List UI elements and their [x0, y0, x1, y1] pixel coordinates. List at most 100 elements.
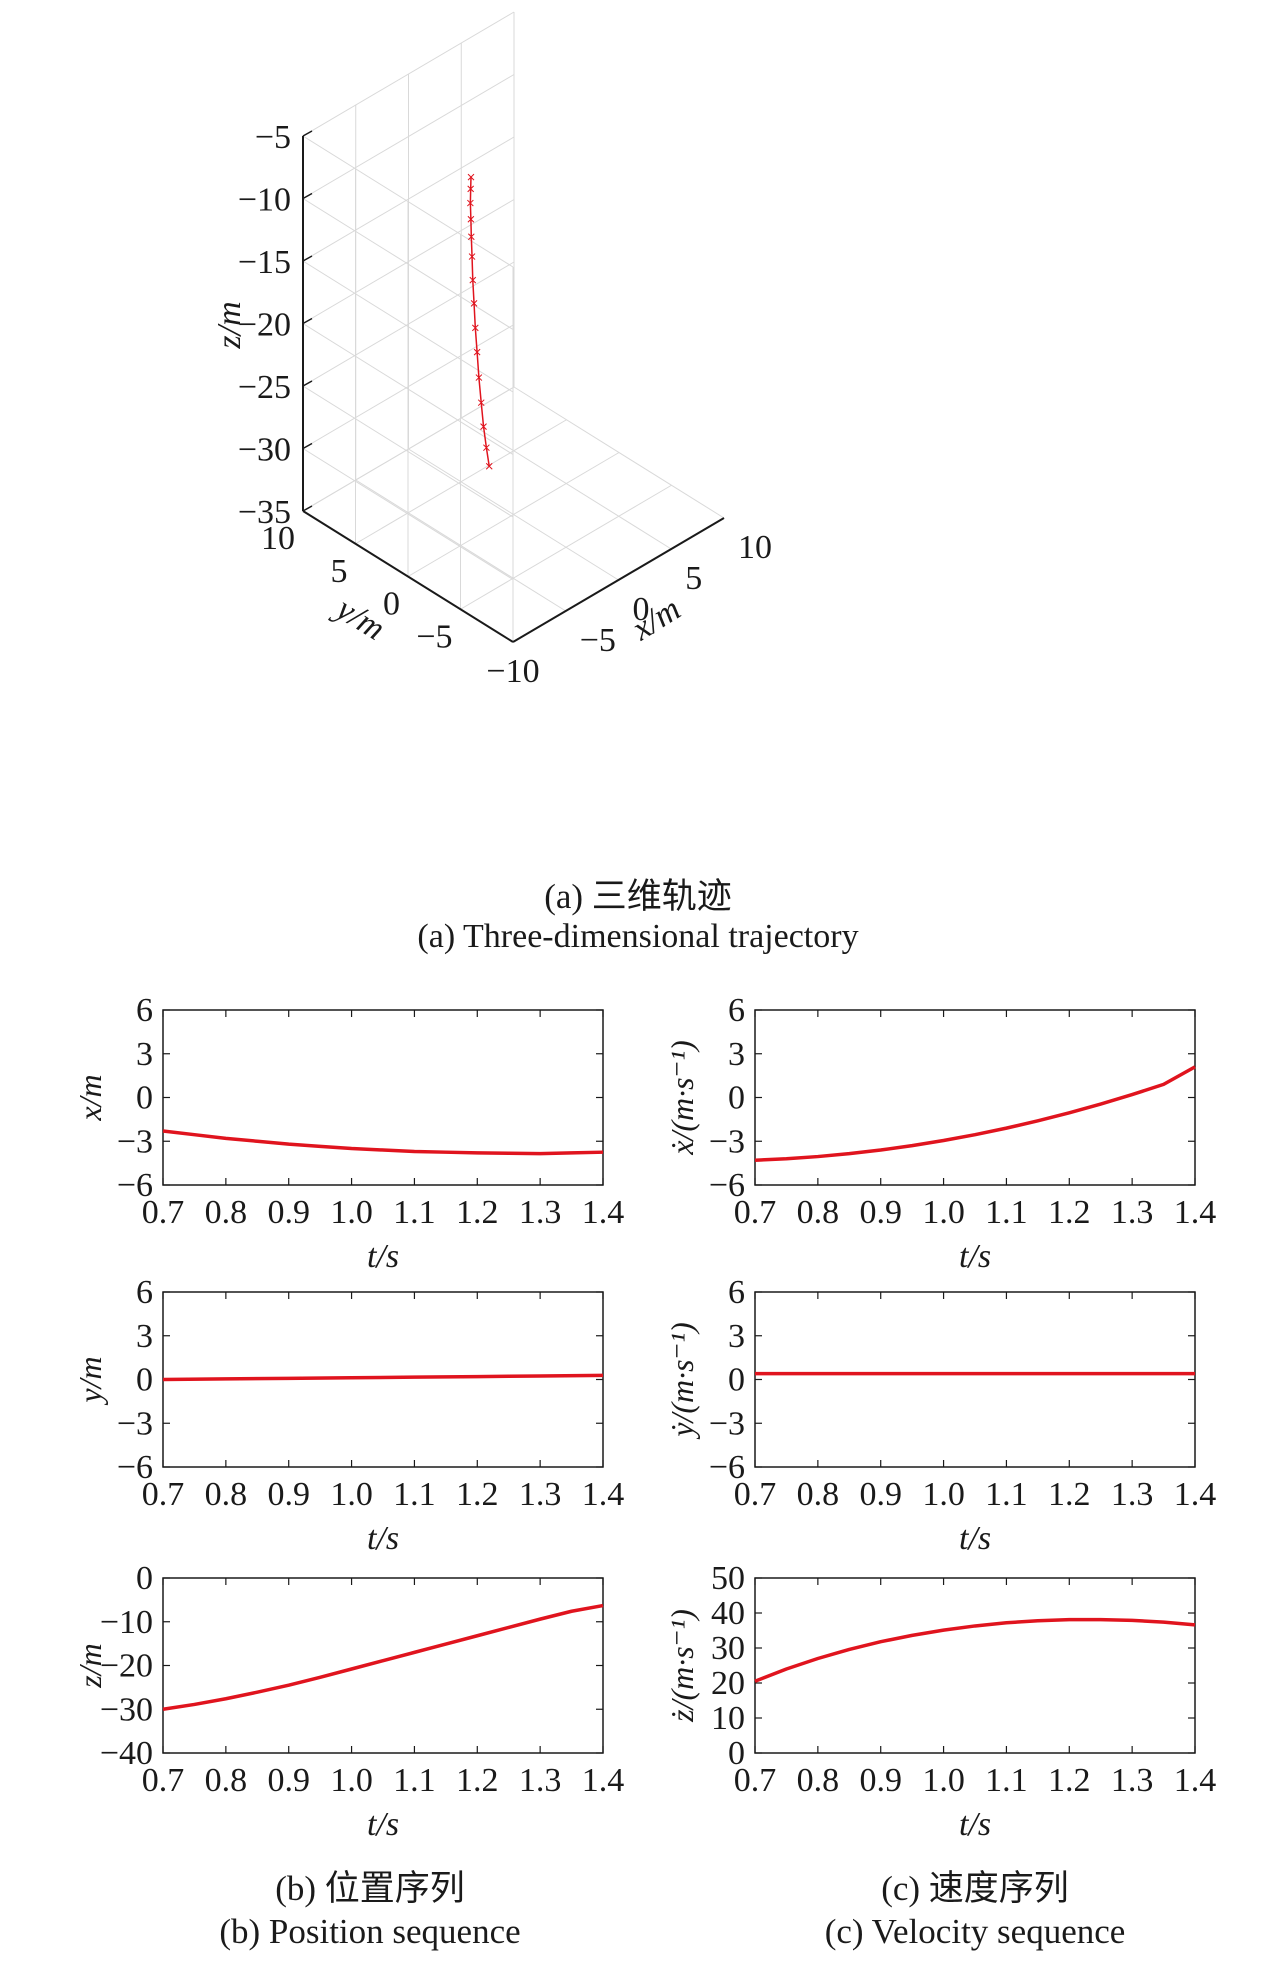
- x-tick-label: 1.0: [330, 1762, 373, 1799]
- z-tick: [302, 255, 313, 262]
- y-tick-label: 6: [136, 1274, 153, 1311]
- caption-b-cn: (b) 位置序列: [275, 1869, 465, 1908]
- trajectory-marker: [471, 324, 479, 332]
- y-axis-label: z/m: [72, 1643, 108, 1688]
- z-tick: [302, 505, 313, 512]
- caption-b-en: (b) Position sequence: [219, 1912, 521, 1951]
- y-tick-label: −3: [709, 1123, 745, 1160]
- x-tick-label: 0.9: [267, 1194, 310, 1231]
- x-tick-label: 1.1: [985, 1194, 1028, 1231]
- x-tick-label: 1.1: [985, 1476, 1028, 1513]
- y-axis-label: ẋ/(m·s⁻¹): [664, 1040, 700, 1155]
- y-tick-label: −10: [100, 1604, 153, 1641]
- series-line: [162, 1603, 604, 1711]
- x-tick-label: −10: [486, 653, 539, 690]
- z-tick-label: −20: [238, 307, 291, 344]
- marker-stroke: [467, 215, 475, 223]
- chart-3d: [302, 11, 725, 643]
- x-tick-label: 0.8: [797, 1476, 840, 1513]
- grid-line: [460, 417, 672, 550]
- y-tick-label: 10: [261, 520, 295, 557]
- series-line: [162, 1373, 604, 1382]
- x-tick-label: 0.8: [205, 1194, 248, 1231]
- x-tick-label: −5: [580, 622, 616, 659]
- x-tick-label: 0.8: [797, 1194, 840, 1231]
- x-tick-label: 1.4: [1174, 1194, 1217, 1231]
- z-tick: [302, 442, 313, 450]
- marker-stroke: [467, 233, 475, 241]
- x-tick-label: 1.3: [519, 1476, 562, 1513]
- chart-vel-x: [754, 1009, 1196, 1186]
- trajectory-marker: [469, 276, 477, 284]
- x-tick-label: 0.9: [859, 1194, 902, 1231]
- x-tick-label: 1.4: [582, 1194, 625, 1231]
- y-tick-label: 10: [711, 1700, 745, 1737]
- y-tick-label: 3: [728, 1318, 745, 1355]
- x-tick-label: 1.1: [393, 1762, 436, 1799]
- x-tick-label: 0.7: [142, 1476, 185, 1513]
- y-tick-label: −6: [117, 1167, 153, 1204]
- chart-pos-z: [162, 1577, 604, 1754]
- marker-stroke: [473, 348, 481, 356]
- z-tick-label: −10: [238, 182, 291, 219]
- caption-c-en: (c) Velocity sequence: [824, 1912, 1126, 1951]
- trajectory-marker: [483, 444, 490, 452]
- y-tick-label: −20: [100, 1648, 153, 1685]
- x-tick-label: 1.2: [1048, 1194, 1091, 1231]
- marker-stroke: [470, 300, 478, 307]
- trajectory-marker: [467, 185, 475, 193]
- chart-pos-y: [162, 1291, 604, 1468]
- grid-line: [513, 386, 725, 519]
- x-tick-label: 1.2: [456, 1762, 499, 1799]
- trajectory-marker: [468, 253, 476, 260]
- x-tick-label: 1.3: [1111, 1476, 1154, 1513]
- x-tick-label: 1.4: [1174, 1762, 1217, 1799]
- x-tick-label: 5: [685, 560, 702, 597]
- z-tick: [302, 192, 313, 200]
- x-tick-label: 0.9: [267, 1476, 310, 1513]
- x-tick-label: 1.0: [922, 1762, 965, 1799]
- series-line: [162, 1129, 604, 1156]
- y-tick-label: 0: [136, 1362, 153, 1399]
- x-axis-label: t/s: [367, 1520, 399, 1557]
- plot-frame: [162, 1577, 604, 1754]
- z-tick: [302, 317, 313, 325]
- marker-stroke: [468, 253, 476, 260]
- x-tick-label: 1.1: [393, 1194, 436, 1231]
- trajectory-line: [469, 177, 490, 467]
- plot-frame: [754, 1009, 1196, 1186]
- y-tick-label: 3: [136, 1036, 153, 1073]
- y-axis-label: ẏ/(m·s⁻¹): [664, 1322, 700, 1439]
- x-tick-label: 0.8: [205, 1476, 248, 1513]
- y-tick-label: 6: [136, 992, 153, 1029]
- marker-stroke: [477, 399, 485, 407]
- marker-stroke: [467, 199, 474, 207]
- x-tick-label: 0.7: [142, 1762, 185, 1799]
- y-tick-label: 0: [728, 1080, 745, 1117]
- y-tick-label: 0: [728, 1735, 745, 1772]
- z-tick-label: −15: [238, 244, 291, 281]
- y-tick-label: −30: [100, 1691, 153, 1728]
- y-tick-label: −5: [416, 618, 452, 655]
- y-tick-label: −6: [117, 1449, 153, 1486]
- x-tick-label: 1.0: [922, 1476, 965, 1513]
- marker-stroke: [467, 173, 475, 181]
- y-tick-label: 6: [728, 1274, 745, 1311]
- y-tick-label: −40: [100, 1735, 153, 1772]
- caption-c-cn: (c) 速度序列: [881, 1869, 1069, 1908]
- x-tick-label: 0.7: [734, 1762, 777, 1799]
- z-tick-label: −25: [238, 369, 291, 406]
- z-tick-label: −35: [238, 494, 291, 531]
- trajectory-marker: [470, 300, 478, 307]
- marker-stroke: [469, 276, 477, 284]
- z-tick: [302, 380, 313, 387]
- trajectory-marker: [485, 462, 493, 470]
- z-tick-label: −5: [255, 119, 291, 156]
- y-axis-line: [302, 510, 514, 643]
- x-tick-label: 1.4: [582, 1476, 625, 1513]
- x-axis-label: t/s: [367, 1806, 399, 1843]
- y-tick-label: −6: [709, 1449, 745, 1486]
- grid-line: [355, 419, 567, 545]
